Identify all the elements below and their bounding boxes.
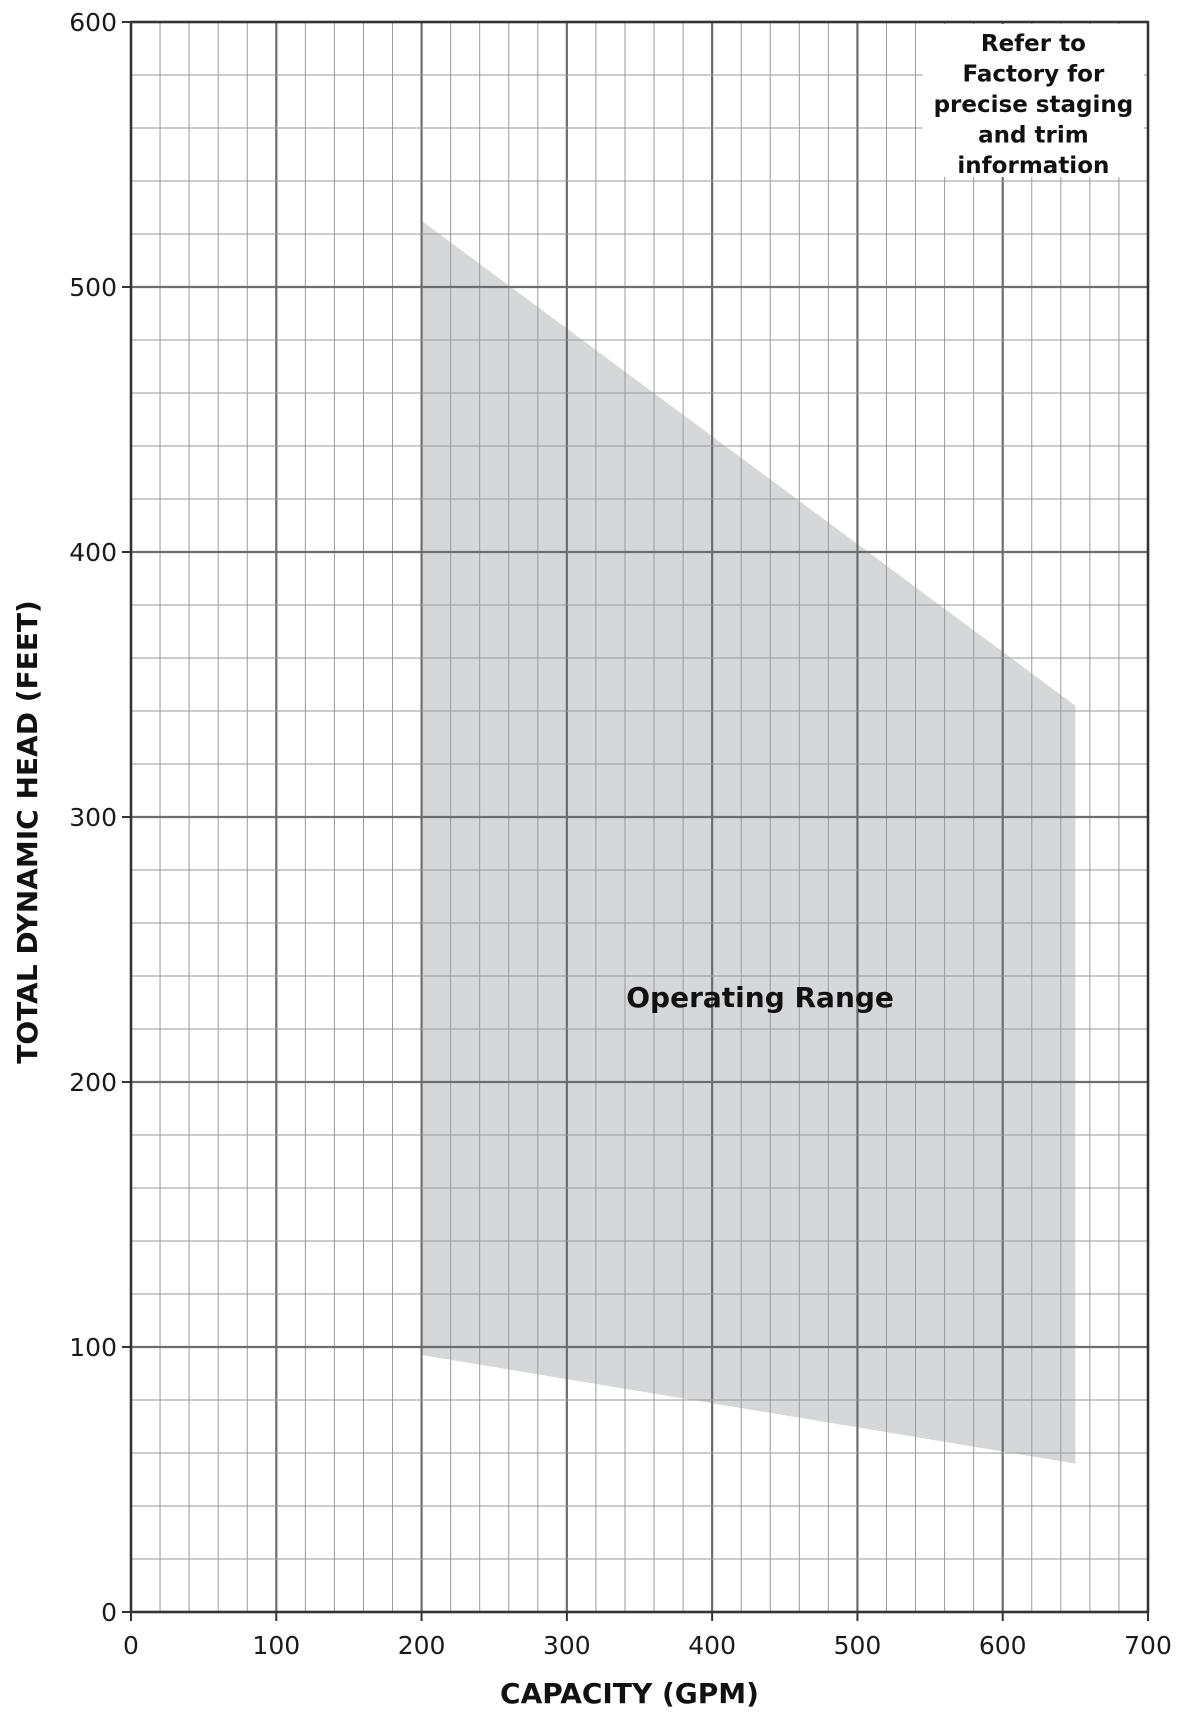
y-tick-label: 500 bbox=[69, 273, 117, 302]
note-line: precise staging bbox=[934, 92, 1134, 118]
note-line: information bbox=[957, 153, 1109, 179]
x-tick-label: 700 bbox=[1124, 1631, 1172, 1660]
note-box bbox=[922, 24, 1144, 177]
x-tick-label: 600 bbox=[979, 1631, 1027, 1660]
operating-range-area bbox=[421, 220, 1076, 1464]
y-axis-title: TOTAL DYNAMIC HEAD (FEET) bbox=[11, 600, 44, 1064]
operating-range-label: Operating Range bbox=[626, 981, 894, 1014]
operating-range-layer bbox=[421, 220, 1076, 1464]
note-line: and trim bbox=[978, 123, 1089, 149]
y-tick-label: 600 bbox=[69, 8, 117, 37]
note-line: Refer to bbox=[981, 31, 1086, 57]
x-tick-label: 0 bbox=[123, 1631, 139, 1660]
y-tick-label: 300 bbox=[69, 803, 117, 832]
y-tick-label: 0 bbox=[101, 1598, 117, 1627]
note-layer: Refer to Factory for precise staging and tr… bbox=[922, 24, 1144, 179]
note-line: Factory for bbox=[962, 62, 1104, 88]
tick-labels: 0 100 200 300 400 500 600 700 0 100 200 300 400 500 60… bbox=[69, 8, 1172, 1660]
x-tick-label: 200 bbox=[398, 1631, 446, 1660]
x-axis-title: CAPACITY (GPM) bbox=[500, 1677, 759, 1710]
axes bbox=[122, 20, 1150, 1621]
grid bbox=[129, 20, 1150, 1614]
y-tick-label: 200 bbox=[69, 1068, 117, 1097]
y-tick-label: 100 bbox=[69, 1333, 117, 1362]
x-tick-label: 300 bbox=[543, 1631, 591, 1660]
x-tick-label: 500 bbox=[834, 1631, 882, 1660]
x-tick-label: 400 bbox=[688, 1631, 736, 1660]
y-tick-label: 400 bbox=[69, 538, 117, 567]
x-tick-label: 100 bbox=[252, 1631, 300, 1660]
